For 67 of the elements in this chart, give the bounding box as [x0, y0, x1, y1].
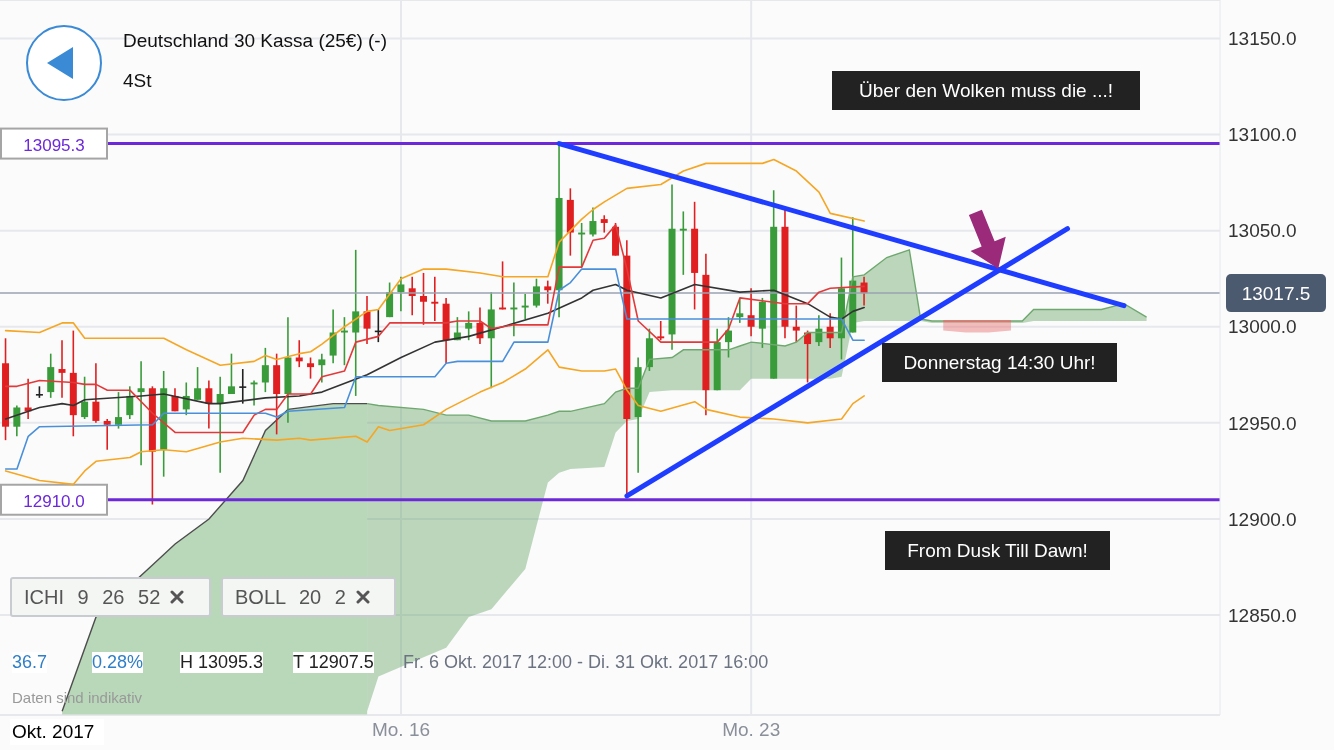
y-tick-label: 13100.0: [1228, 124, 1297, 146]
candlestick: [431, 275, 439, 322]
line-series: [4, 158, 865, 366]
candlestick: [261, 347, 269, 393]
indicator-chip: ICHI 9 26 52: [10, 577, 211, 617]
candlestick: [58, 339, 66, 399]
candlestick: [81, 375, 89, 420]
annotation: 36.7: [12, 652, 48, 673]
annotation: Fr. 6 Okt. 2017 12:00 - Di. 31 Okt. 2017 16:00: [403, 652, 769, 673]
candlestick: [725, 316, 732, 359]
line-series: [4, 268, 865, 470]
y-tick-label: 12900.0: [1228, 508, 1297, 530]
candlestick: [205, 379, 213, 430]
text: 4St: [123, 70, 152, 92]
candlestick: [216, 375, 224, 474]
ref-line-label: 13017.5: [1241, 283, 1311, 305]
x-tick-label: Mo. 16: [371, 719, 431, 741]
y-tick-label: 13000.0: [1228, 316, 1297, 338]
candlestick: [307, 356, 315, 380]
annotation: From Dusk Till Dawn!: [885, 531, 1110, 570]
candlestick: [465, 310, 473, 341]
candlestick: [103, 418, 111, 451]
candlestick: [352, 249, 360, 397]
annotation: H 13095.3: [180, 652, 264, 673]
candlestick: [13, 404, 21, 438]
candlestick: [657, 320, 665, 341]
y-tick-label: 12850.0: [1228, 604, 1297, 626]
annotation: T 12907.5: [293, 652, 374, 673]
candlestick: [340, 316, 348, 366]
ref-line-label: 13095.3: [23, 135, 85, 155]
line-series: [4, 283, 865, 420]
candlestick: [600, 214, 608, 234]
candlestick: [137, 360, 145, 466]
candlestick: [329, 308, 337, 365]
annotation: 0.28%: [92, 652, 144, 673]
text: Okt. 2017: [10, 719, 105, 745]
candlestick: [239, 368, 247, 405]
candlestick: [250, 379, 258, 407]
text: Deutschland 30 Kassa (25€) (-): [123, 30, 388, 52]
line-series: [366, 249, 1148, 422]
candlestick: [521, 293, 529, 320]
annotation: BOLL 20 2: [235, 585, 346, 609]
candlestick: [420, 272, 427, 326]
candlestick: [115, 391, 122, 430]
candlestick: [194, 366, 202, 401]
annotation: ICHI 9 26 52: [24, 585, 161, 609]
candlestick: [532, 277, 540, 309]
candlestick: [363, 295, 371, 345]
y-tick-label: 13050.0: [1228, 220, 1297, 242]
candlestick: [227, 352, 235, 395]
ref-line-label: 12910.0: [23, 491, 85, 511]
annotation: Donnerstag 14:30 Uhr!: [882, 343, 1117, 382]
indicator-chip: BOLL 20 2: [221, 577, 396, 617]
y-tick-label: 13150.0: [1228, 28, 1297, 50]
candlestick: [589, 206, 597, 238]
candlestick: [92, 362, 100, 424]
candlestick: [318, 352, 326, 384]
y-tick-label: 12950.0: [1228, 412, 1297, 434]
candlestick: [736, 297, 744, 324]
candlestick: [792, 304, 800, 343]
annotation: Über den Wolken muss die ...!: [832, 71, 1140, 110]
line-series: [4, 349, 865, 486]
x-tick-label: Mo. 23: [722, 719, 781, 741]
candlestick: [397, 275, 405, 313]
candlestick: [544, 279, 552, 305]
candlestick: [679, 210, 687, 276]
candlestick: [126, 385, 134, 420]
